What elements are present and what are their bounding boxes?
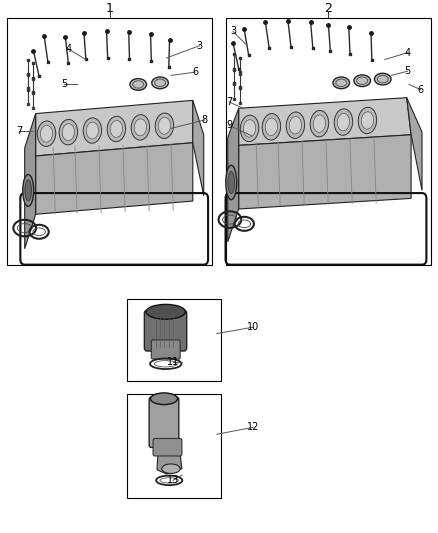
Text: 13: 13	[167, 475, 179, 486]
Bar	[7, 18, 212, 265]
Text: 7: 7	[226, 97, 232, 107]
Text: 10: 10	[247, 322, 259, 332]
Polygon shape	[239, 98, 411, 146]
Ellipse shape	[86, 122, 99, 139]
Text: 5: 5	[61, 79, 67, 90]
Polygon shape	[35, 143, 193, 214]
Ellipse shape	[337, 114, 350, 131]
Polygon shape	[228, 108, 239, 242]
Text: 3: 3	[230, 27, 236, 36]
Text: 11: 11	[167, 357, 179, 367]
Ellipse shape	[37, 121, 56, 147]
Ellipse shape	[240, 115, 259, 142]
Ellipse shape	[244, 120, 256, 137]
Polygon shape	[407, 98, 422, 190]
Ellipse shape	[334, 109, 353, 135]
Text: 12: 12	[247, 422, 259, 432]
Ellipse shape	[62, 124, 74, 141]
Ellipse shape	[310, 110, 328, 137]
FancyBboxPatch shape	[145, 310, 187, 351]
Ellipse shape	[286, 112, 304, 139]
Ellipse shape	[152, 77, 168, 88]
Ellipse shape	[162, 464, 180, 473]
Bar	[226, 18, 431, 265]
Text: 6: 6	[192, 67, 198, 77]
Ellipse shape	[354, 75, 371, 86]
FancyBboxPatch shape	[151, 340, 180, 359]
Bar	[127, 394, 221, 498]
Polygon shape	[25, 114, 35, 249]
Ellipse shape	[358, 107, 377, 134]
Text: 3: 3	[196, 41, 202, 51]
Text: 1: 1	[106, 2, 114, 15]
Ellipse shape	[146, 304, 185, 319]
Polygon shape	[157, 454, 182, 474]
Bar	[127, 299, 221, 381]
Ellipse shape	[110, 120, 123, 138]
Polygon shape	[239, 135, 411, 209]
Text: 9: 9	[226, 120, 232, 130]
Text: 7: 7	[16, 126, 22, 135]
Polygon shape	[35, 100, 193, 156]
Ellipse shape	[23, 174, 34, 206]
Text: 4: 4	[65, 44, 71, 54]
Ellipse shape	[134, 119, 147, 136]
Ellipse shape	[155, 113, 173, 139]
Ellipse shape	[130, 78, 147, 90]
Ellipse shape	[40, 125, 53, 142]
Ellipse shape	[59, 119, 78, 145]
Ellipse shape	[333, 77, 350, 88]
Ellipse shape	[150, 393, 177, 405]
FancyBboxPatch shape	[149, 397, 179, 448]
Ellipse shape	[289, 117, 301, 134]
Ellipse shape	[265, 118, 278, 135]
Ellipse shape	[131, 115, 150, 140]
Text: 6: 6	[418, 85, 424, 95]
Ellipse shape	[313, 115, 325, 132]
FancyBboxPatch shape	[153, 439, 182, 456]
Ellipse shape	[226, 165, 237, 200]
Ellipse shape	[83, 118, 102, 143]
Text: 4: 4	[405, 47, 411, 58]
Polygon shape	[193, 100, 204, 196]
Text: 5: 5	[404, 66, 411, 76]
Ellipse shape	[158, 117, 170, 134]
Text: 2: 2	[324, 2, 332, 15]
Ellipse shape	[107, 116, 126, 142]
Ellipse shape	[361, 112, 374, 129]
Text: 8: 8	[201, 115, 208, 125]
Ellipse shape	[25, 180, 32, 201]
Ellipse shape	[262, 114, 281, 140]
Ellipse shape	[228, 171, 234, 193]
Ellipse shape	[374, 74, 391, 85]
